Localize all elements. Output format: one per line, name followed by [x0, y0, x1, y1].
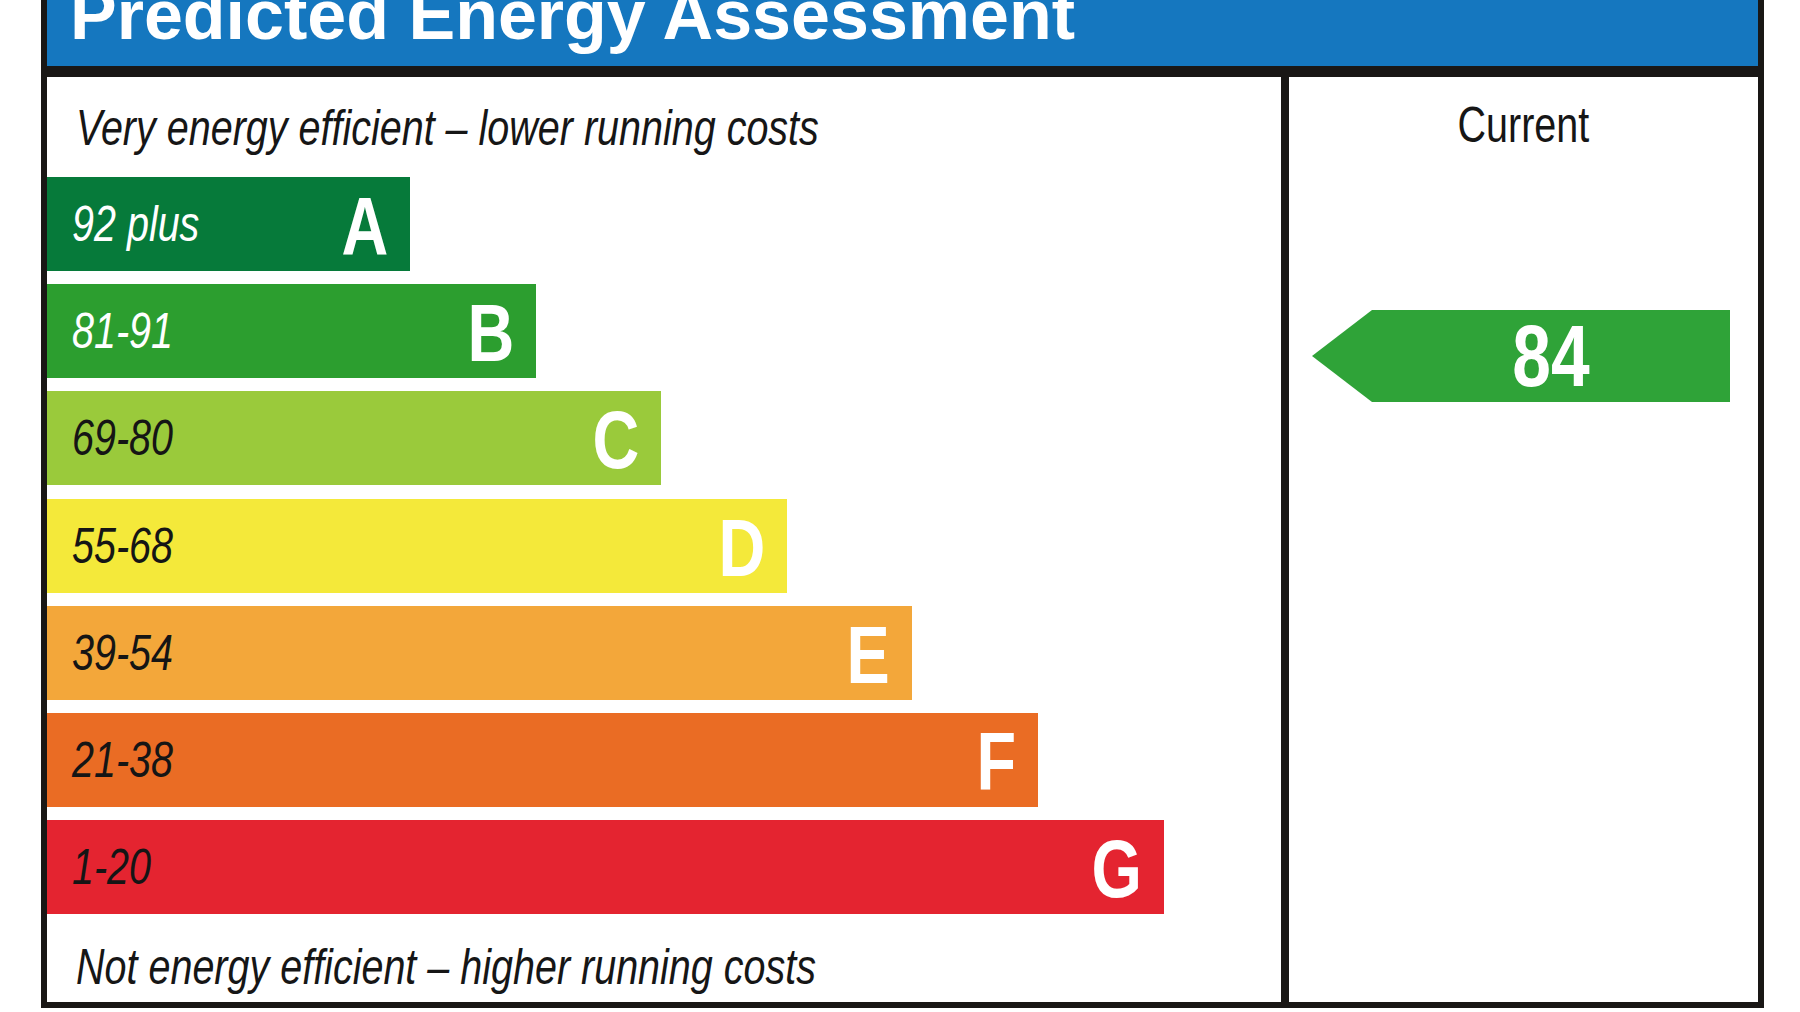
- band-d: 55-68 D: [47, 499, 787, 593]
- band-d-letter: D: [718, 499, 765, 593]
- band-b-range: 81-91: [72, 284, 173, 378]
- header-rule: [41, 66, 1764, 77]
- current-column-header: Current: [1289, 96, 1758, 154]
- current-rating-value: 84: [1512, 310, 1589, 402]
- band-d-range: 55-68: [72, 499, 173, 593]
- chart-title: Predicted Energy Assessment: [70, 0, 1075, 55]
- band-c: 69-80 C: [47, 391, 661, 485]
- band-f-letter: F: [976, 713, 1016, 807]
- current-rating-arrow: 84: [1372, 310, 1730, 402]
- band-f-range: 21-38: [72, 713, 173, 807]
- band-g-letter: G: [1092, 820, 1142, 914]
- column-divider: [1281, 77, 1289, 1002]
- chart-header: Predicted Energy Assessment: [47, 0, 1758, 66]
- band-b: 81-91 B: [47, 284, 536, 378]
- caption-not-efficient: Not energy efficient – higher running co…: [76, 938, 1013, 996]
- band-e-range: 39-54: [72, 606, 173, 700]
- band-a: 92 plus A: [47, 177, 410, 271]
- band-c-range: 69-80: [72, 391, 173, 485]
- band-c-letter: C: [592, 391, 639, 485]
- band-a-range: 92 plus: [72, 177, 199, 271]
- caption-very-efficient: Very energy efficient – lower running co…: [76, 99, 1016, 157]
- band-g: 1-20 G: [47, 820, 1164, 914]
- band-e: 39-54 E: [47, 606, 912, 700]
- band-g-range: 1-20: [72, 820, 151, 914]
- band-a-letter: A: [341, 177, 388, 271]
- current-rating-arrow-head: [1312, 310, 1372, 402]
- energy-assessment-chart: Predicted Energy Assessment Very energy …: [0, 0, 1800, 1012]
- band-b-letter: B: [467, 284, 514, 378]
- band-f: 21-38 F: [47, 713, 1038, 807]
- band-e-letter: E: [847, 606, 890, 700]
